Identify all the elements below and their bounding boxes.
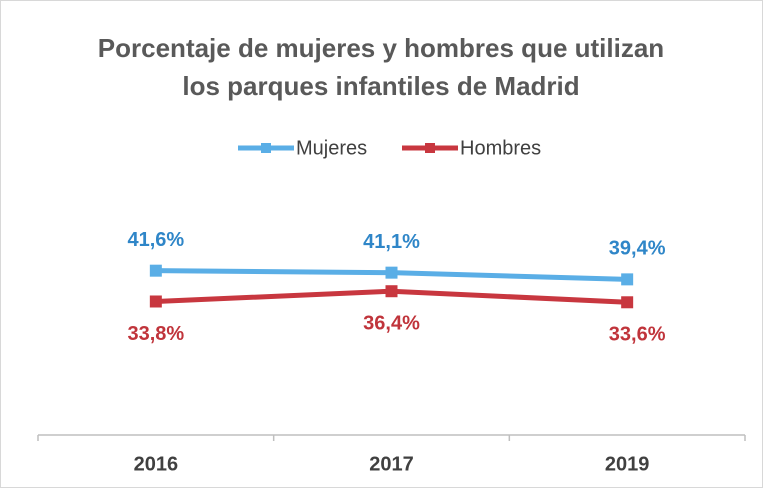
point (621, 296, 634, 309)
data-label: 41,6% (127, 229, 184, 251)
chart-title: los parques infantiles de Madrid (182, 71, 579, 101)
data-label: 33,8% (127, 323, 184, 345)
data-label: 36,4% (363, 313, 420, 335)
chart-title: Porcentaje de mujeres y hombres que util… (98, 33, 664, 63)
data-label: 41,1% (363, 231, 420, 253)
point (149, 264, 162, 277)
point (149, 295, 162, 308)
point (385, 285, 398, 298)
x-tick-label: 2016 (134, 453, 179, 475)
point (385, 266, 398, 279)
legend-marker (425, 143, 435, 153)
x-tick-label: 2017 (369, 453, 414, 475)
legend-marker (261, 143, 271, 153)
data-label: 33,6% (609, 324, 666, 346)
x-tick-label: 2019 (605, 453, 650, 475)
data-label: 39,4% (609, 238, 666, 260)
legend-label: Mujeres (296, 137, 367, 159)
point (621, 273, 634, 286)
legend-label: Hombres (460, 137, 541, 159)
